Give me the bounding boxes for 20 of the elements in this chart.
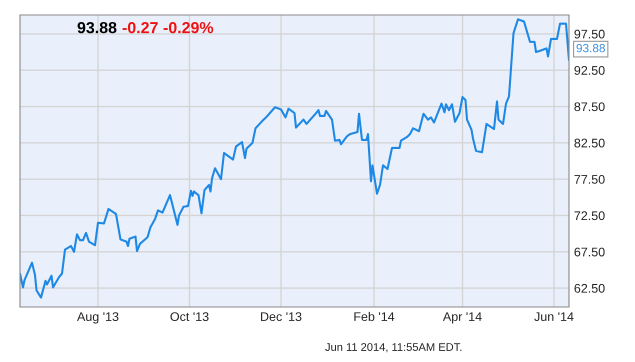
y-tick-label: 62.50 bbox=[574, 284, 605, 293]
x-tick-label: Apr '14 bbox=[442, 312, 482, 324]
x-tick-label: Oct '13 bbox=[170, 312, 209, 322]
x-tick-label: Dec '13 bbox=[261, 312, 302, 322]
chart-title: 93.88 bbox=[78, 22, 116, 34]
y-tick-label: 67.50 bbox=[574, 248, 605, 256]
annotation: -0.29% bbox=[164, 22, 214, 34]
annotation: -0.27 bbox=[122, 22, 158, 34]
x-tick-label: Feb '14 bbox=[354, 312, 394, 322]
y-tick-label: 87.50 bbox=[574, 102, 605, 112]
annotation: 93.88 bbox=[576, 44, 605, 52]
x-tick-label: Aug '13 bbox=[77, 312, 118, 324]
y-tick-label: 77.50 bbox=[574, 174, 605, 184]
line-series bbox=[20, 18, 569, 299]
y-tick-label: 92.50 bbox=[574, 66, 605, 75]
y-tick-label: 72.50 bbox=[574, 211, 605, 220]
y-tick-label: 97.50 bbox=[574, 30, 605, 39]
text: Jun 11 2014, 11:55AM EDT. bbox=[325, 343, 462, 352]
x-tick-label: Jun '14 bbox=[534, 312, 574, 322]
y-tick-label: 82.50 bbox=[574, 138, 605, 148]
